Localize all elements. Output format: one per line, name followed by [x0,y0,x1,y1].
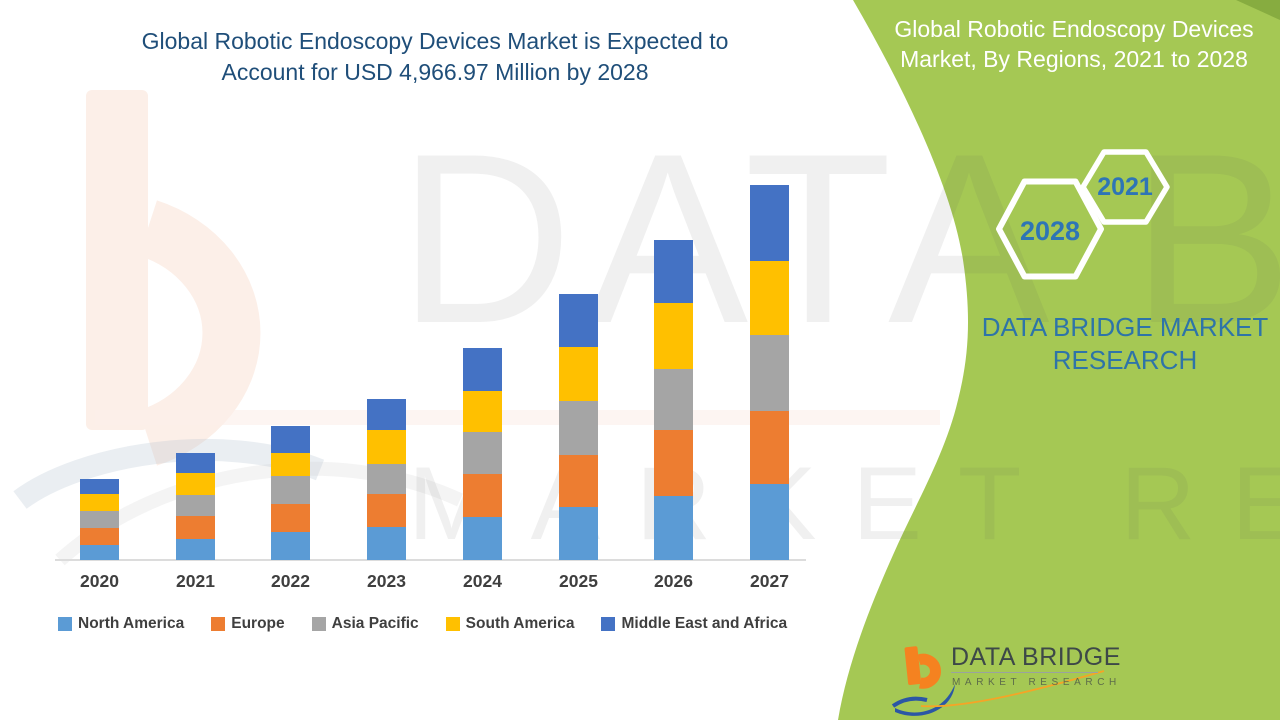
databridge-logo-icon [891,646,1105,716]
databridge-logo-subtitle: MARKET RESEARCH [952,677,1121,688]
legend-swatch [58,617,72,631]
brand-text: DATA BRIDGE MARKET RESEARCH [980,311,1270,377]
legend-label: Europe [231,615,285,632]
watermark-line1: DATA BRIDGE [398,104,1280,374]
main-title-line1: Global Robotic Endoscopy Devices Market … [141,28,729,54]
side-title-line2: Market, By Regions, 2021 to 2028 [900,46,1248,72]
legend-swatch [601,617,616,631]
legend-label: Middle East and Africa [621,615,788,632]
legend-item-europe: Europe [211,615,285,633]
legend-item-north-america: North America [58,615,184,633]
legend-swatch [445,617,460,631]
legend-label: North America [78,615,185,632]
chart-legend: North America Europe Asia Pacific South Ame… [58,615,787,633]
watermark-line2: MARKET RESEARCH [408,446,1280,562]
legend-item-middle-east-and-africa: Middle East and Africa [601,615,787,633]
brand-text-line1: DATA BRIDGE MARKET [981,312,1269,342]
legend-item-south-america: South America [445,615,575,633]
side-title-line1: Global Robotic Endoscopy Devices [894,16,1254,42]
main-title: Global Robotic Endoscopy Devices Market … [75,26,795,88]
legend-swatch [311,617,326,631]
legend-label: South America [465,615,575,632]
legend-swatch [211,617,226,631]
databridge-logo-name: DATA BRIDGE [951,643,1121,671]
hexagon-outlines [996,149,1170,280]
legend-item-asia-pacific: Asia Pacific [311,615,419,633]
databridge-logo-rule [951,672,1098,673]
hexagon-year-2028: 2028 [1019,216,1081,246]
hexagon-year-2021: 2021 [1097,173,1153,201]
background-band [95,410,940,425]
brand-text-line2: RESEARCH [1052,345,1198,375]
x-axis-line [55,559,806,561]
side-panel-title: Global Robotic Endoscopy Devices Market,… [880,14,1268,74]
legend-label: Asia Pacific [331,615,419,632]
main-title-line2: Account for USD 4,966.97 Million by 2028 [221,59,649,85]
